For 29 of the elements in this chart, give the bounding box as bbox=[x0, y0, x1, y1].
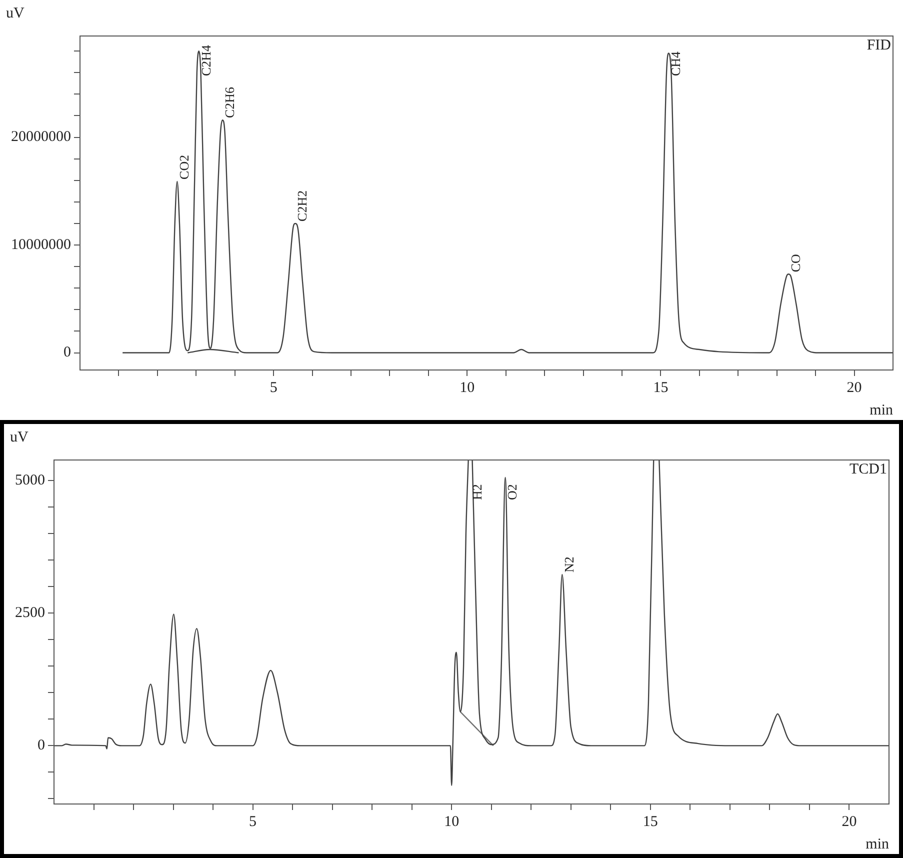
annotation: CO2 bbox=[176, 154, 192, 180]
y-tick-label: 20000000 bbox=[11, 129, 71, 146]
x-tick-label: 15 bbox=[642, 814, 658, 830]
annotation: CO bbox=[788, 254, 803, 272]
y-axis-title: uV bbox=[10, 429, 28, 446]
y-axis-title: uV bbox=[6, 5, 24, 22]
y-tick-label: 10000000 bbox=[11, 236, 71, 253]
x-axis-title: min bbox=[866, 836, 890, 852]
x-tick-label: 5 bbox=[270, 380, 278, 396]
y-tick-label: 2500 bbox=[15, 605, 45, 622]
y-tick-label: 0 bbox=[64, 344, 71, 361]
x-axis-title: min bbox=[870, 402, 894, 418]
annotation: H2 bbox=[469, 484, 484, 500]
annotation: C2H2 bbox=[294, 190, 310, 222]
annotation: CH4 bbox=[668, 50, 683, 76]
annotation: C2H6 bbox=[222, 86, 237, 118]
x-tick-label: 15 bbox=[653, 380, 668, 396]
chart-title: TCD1 bbox=[850, 461, 887, 478]
x-tick-label: 10 bbox=[460, 380, 475, 396]
x-tick-label: 10 bbox=[444, 814, 460, 830]
y-tick-label: 0 bbox=[38, 738, 45, 754]
x-tick-label: 20 bbox=[842, 814, 857, 830]
annotation: C2H4 bbox=[198, 44, 214, 76]
annotation: N2 bbox=[562, 556, 577, 572]
x-tick-label: 5 bbox=[249, 814, 257, 830]
chart-title: FID bbox=[866, 37, 892, 54]
x-tick-label: 20 bbox=[846, 380, 862, 396]
annotation: O2 bbox=[504, 484, 520, 500]
y-tick-label: 5000 bbox=[15, 472, 45, 489]
